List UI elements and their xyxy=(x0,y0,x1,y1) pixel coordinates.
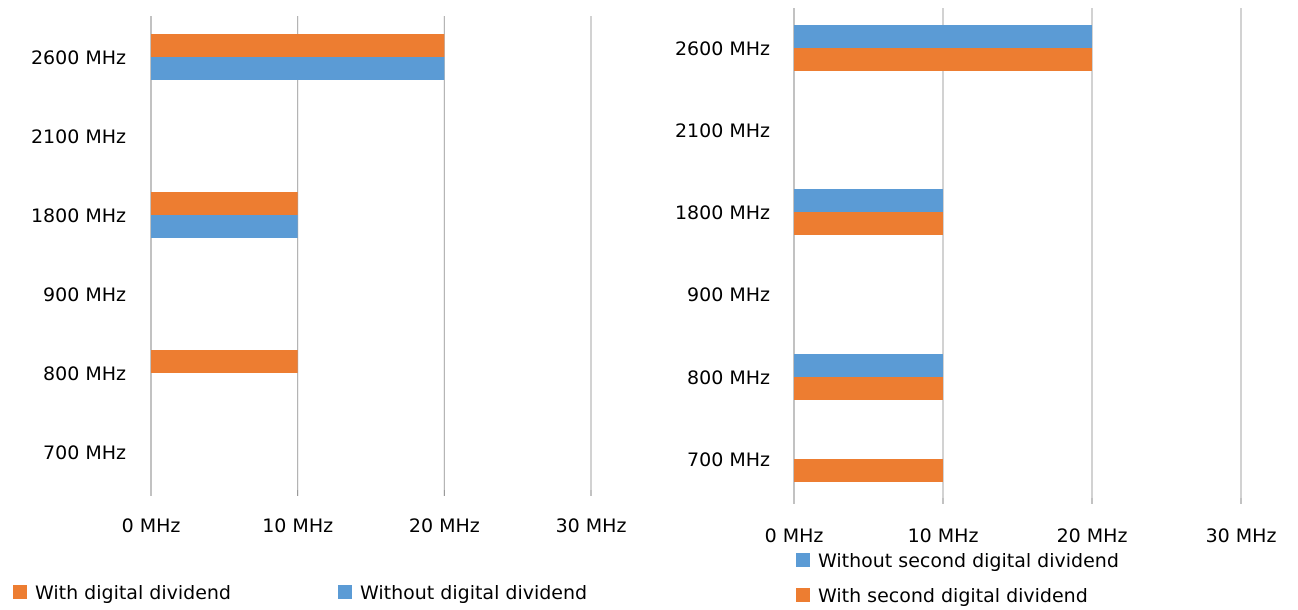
left-x-tick-label: 20 MHz xyxy=(409,515,480,537)
chart-right: 0 MHz 10 MHz 20 MHz 30 MHz 700 MHz 800 MHz 900… xyxy=(675,8,1277,607)
left-category-label: 1800 MHz xyxy=(31,205,126,227)
right-legend-label: With second digital dividend xyxy=(818,585,1088,607)
left-bar xyxy=(151,350,298,373)
left-legend-swatch xyxy=(13,585,27,599)
right-category-label: 700 MHz xyxy=(687,449,770,471)
chart-left: 0 MHz 10 MHz 20 MHz 30 MHz 700 MHz 800 MHz 900… xyxy=(13,16,626,604)
right-category-label: 1800 MHz xyxy=(675,202,770,224)
right-bar xyxy=(794,459,943,482)
left-bar xyxy=(151,215,298,238)
right-category-label: 2600 MHz xyxy=(675,38,770,60)
left-category-label: 2600 MHz xyxy=(31,47,126,69)
left-category-label: 2100 MHz xyxy=(31,126,126,148)
right-category-label: 900 MHz xyxy=(687,284,770,306)
right-category-label: 800 MHz xyxy=(687,367,770,389)
left-bar xyxy=(151,192,298,215)
right-bar xyxy=(794,377,943,400)
left-category-label: 800 MHz xyxy=(43,363,126,385)
right-bar xyxy=(794,354,943,377)
right-x-tick-label: 10 MHz xyxy=(908,525,979,547)
right-x-tick-label: 20 MHz xyxy=(1057,525,1128,547)
right-bar xyxy=(794,48,1092,71)
left-legend-swatch xyxy=(338,585,352,599)
right-legend-label: Without second digital dividend xyxy=(818,550,1119,572)
left-bar xyxy=(151,57,445,80)
right-bar xyxy=(794,212,943,235)
right-legend-swatch xyxy=(796,553,810,567)
right-x-tick-label: 0 MHz xyxy=(765,525,824,547)
left-category-label: 700 MHz xyxy=(43,442,126,464)
right-bar xyxy=(794,25,1092,48)
right-legend-swatch xyxy=(796,588,810,602)
left-x-tick-label: 10 MHz xyxy=(262,515,333,537)
left-bar xyxy=(151,34,445,57)
right-category-label: 2100 MHz xyxy=(675,120,770,142)
left-legend-label: With digital dividend xyxy=(35,582,231,604)
right-x-tick-label: 30 MHz xyxy=(1206,525,1277,547)
left-x-tick-label: 0 MHz xyxy=(122,515,181,537)
left-x-tick-label: 30 MHz xyxy=(556,515,627,537)
right-bar xyxy=(794,189,943,212)
left-legend-label: Without digital dividend xyxy=(360,582,587,604)
left-category-label: 900 MHz xyxy=(43,284,126,306)
